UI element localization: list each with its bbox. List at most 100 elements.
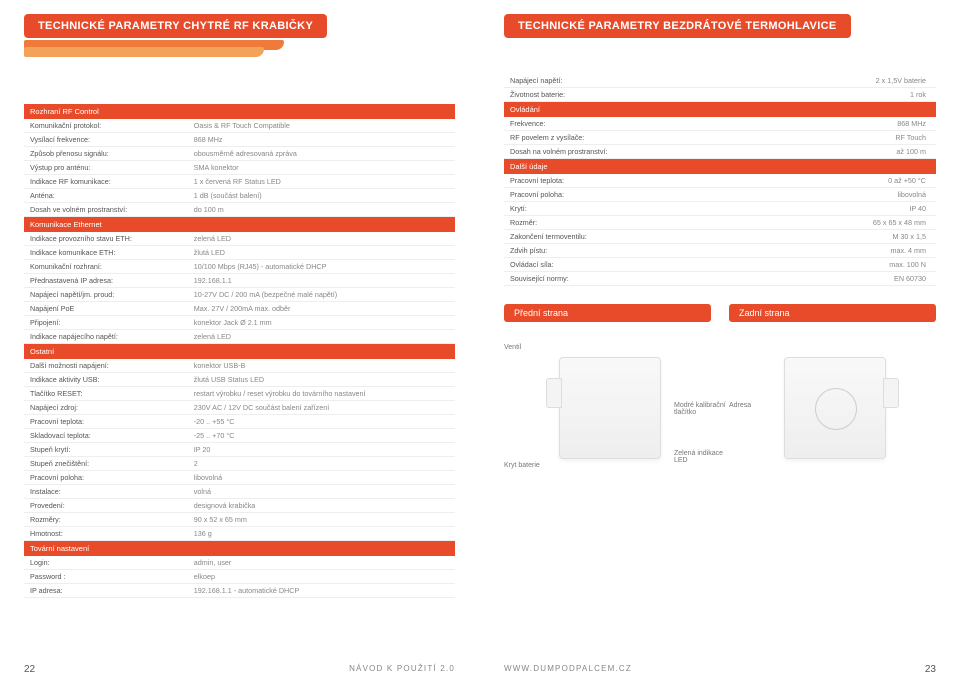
front-header: Přední strana [504,304,711,322]
spec-value: admin, user [188,556,455,570]
spec-label: RF povelem z vysílače: [504,131,720,145]
spec-value: 0 až +50 °C [720,174,936,188]
spec-label: Zakončení termoventilu: [504,230,720,244]
spec-label: Napájení PoE [24,302,188,316]
spec-label: Indikace RF komunikace: [24,175,188,189]
callout-zelena: Zelená indikace LED [674,450,734,464]
right-spec-table: Napájecí napětí:2 x 1,5V baterieŽivotnos… [504,74,936,286]
spec-value: elkoep [188,570,455,584]
spec-value: do 100 m [188,203,455,217]
spec-label: Dosah na volném prostranství: [504,145,720,159]
spec-value: designová krabička [188,499,455,513]
spec-value: 192.168.1.1 - automatické DHCP [188,584,455,598]
spec-label: Pracovní poloha: [24,471,188,485]
spec-value: libovolná [720,188,936,202]
spec-label: Rozměr: [504,216,720,230]
spec-label: Indikace provozního stavu ETH: [24,232,188,246]
spec-label: Frekvence: [504,117,720,131]
section-header: Ostatní [24,344,455,360]
spec-label: Rozměry: [24,513,188,527]
spec-value: 868 MHz [188,133,455,147]
spec-value: obousměrně adresovaná zpráva [188,147,455,161]
spec-value: zelená LED [188,232,455,246]
spec-value: max. 4 mm [720,244,936,258]
spec-label: Skladovací teplota: [24,429,188,443]
section-header: Další údaje [504,159,936,175]
spec-value: 1 rok [720,88,936,102]
back-device [784,357,886,459]
right-footer-text: WWW.DUMPODPALCEM.CZ [504,664,632,675]
spec-value: 2 x 1,5V baterie [720,74,936,88]
spec-label: Anténa: [24,189,188,203]
spec-label: Způsob přenosu signálu: [24,147,188,161]
spec-value: 1 dB (součást balení) [188,189,455,203]
front-product-area: Ventil Kryt baterie Modré kalibrační tla… [504,332,711,512]
spec-value: 2 [188,457,455,471]
back-header: Zadní strana [729,304,936,322]
spec-label: Stupeň znečištění: [24,457,188,471]
spec-label: Hmotnost: [24,527,188,541]
spec-value: 192.168.1.1 [188,274,455,288]
spec-value: 10/100 Mbps (RJ45) - automatické DHCP [188,260,455,274]
spec-value: volná [188,485,455,499]
spec-value: konektor Jack Ø 2.1 mm [188,316,455,330]
section-header: Rozhraní RF Control [24,104,455,119]
spec-label: Password : [24,570,188,584]
right-page: TECHNICKÉ PARAMETRY BEZDRÁTOVÉ TERMOHLAV… [480,0,960,683]
spec-label: Napájecí napětí: [504,74,720,88]
spec-label: Indikace komunikace ETH: [24,246,188,260]
spec-label: Životnost baterie: [504,88,720,102]
spec-label: IP adresa: [24,584,188,598]
spec-label: Dosah ve volném prostranství: [24,203,188,217]
spec-value: žlutá LED [188,246,455,260]
spec-label: Výstup pro anténu: [24,161,188,175]
spec-value: 90 x 52 x 65 mm [188,513,455,527]
spec-value: IP 20 [188,443,455,457]
left-title: TECHNICKÉ PARAMETRY CHYTRÉ RF KRABIČKY [24,14,327,38]
spec-label: Pracovní teplota: [504,174,720,188]
spec-value: 65 x 65 x 48 mm [720,216,936,230]
spec-label: Ovládací síla: [504,258,720,272]
spec-value: konektor USB-B [188,359,455,373]
spec-value: -20 .. +55 °C [188,415,455,429]
spec-label: Indikace napájecího napětí: [24,330,188,344]
spec-label: Tlačítko RESET: [24,387,188,401]
spec-label: Napájecí zdroj: [24,401,188,415]
right-page-number: 23 [925,664,936,675]
spec-value: Max. 27V / 200mA max. odběr [188,302,455,316]
spec-value: EN 60730 [720,272,936,286]
spec-value: 1 x červená RF Status LED [188,175,455,189]
spec-label: Login: [24,556,188,570]
spec-value: 10-27V DC / 200 mA (bezpečné malé napětí… [188,288,455,302]
spec-value: Oasis & RF Touch Compatible [188,119,455,133]
front-device [559,357,661,459]
back-product-area: Adresa [729,332,936,512]
callout-adresa: Adresa [729,402,751,409]
spec-value: restart výrobku / reset výrobku do továr… [188,387,455,401]
callout-modre: Modré kalibrační tlačítko [674,402,734,416]
spec-value: max. 100 N [720,258,936,272]
spec-label: Související normy: [504,272,720,286]
section-header: Tovární nastavení [24,541,455,557]
spec-value: IP 40 [720,202,936,216]
spec-label: Komunikační rozhraní: [24,260,188,274]
right-title: TECHNICKÉ PARAMETRY BEZDRÁTOVÉ TERMOHLAV… [504,14,851,38]
product-columns: Přední strana Ventil Kryt baterie Modré … [504,286,936,512]
spec-label: Pracovní poloha: [504,188,720,202]
callout-ventil: Ventil [504,344,521,351]
spec-label: Komunikační protokol: [24,119,188,133]
spec-label: Zdvih pístu: [504,244,720,258]
spec-value: 136 g [188,527,455,541]
spec-label: Krytí: [504,202,720,216]
spec-value: až 100 m [720,145,936,159]
spec-label: Pracovní teplota: [24,415,188,429]
spec-value: žlutá USB Status LED [188,373,455,387]
spec-value: M 30 x 1,5 [720,230,936,244]
spec-label: Instalace: [24,485,188,499]
callout-kryt: Kryt baterie [504,462,540,469]
section-header: Komunikace Ethernet [24,217,455,233]
spec-value: 230V AC / 12V DC součást balení zařízení [188,401,455,415]
left-spec-table: Rozhraní RF ControlKomunikační protokol:… [24,104,455,598]
left-footer-text: NÁVOD K POUŽITÍ 2.0 [349,664,455,675]
title-tabs: TECHNICKÉ PARAMETRY CHYTRÉ RF KRABIČKY [24,14,455,86]
